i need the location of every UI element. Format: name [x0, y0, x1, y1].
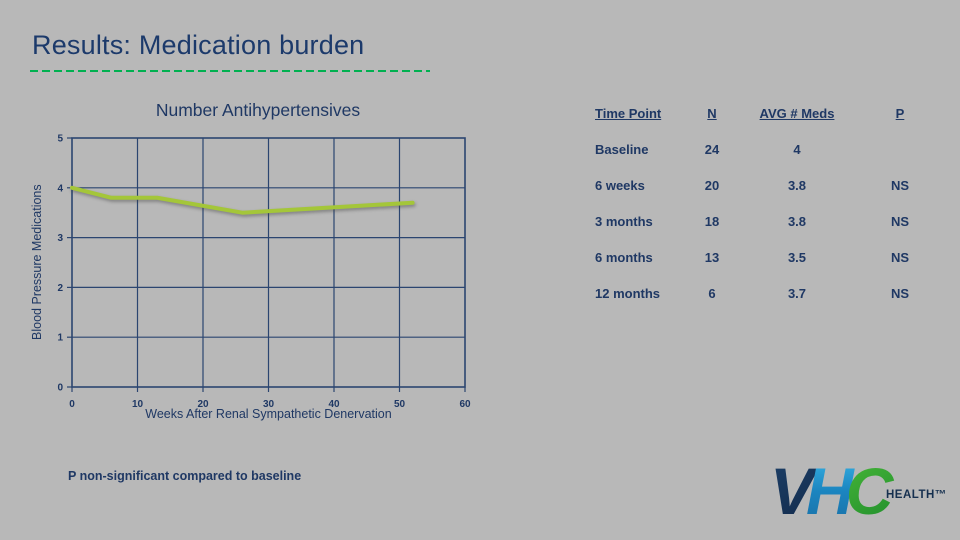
table-cell: NS [890, 178, 910, 193]
results-table: Time Point N AVG # Meds P Baseline 24 4 6 w… [595, 96, 950, 312]
title-underline-divider [30, 70, 430, 72]
logo-letters: VHC [770, 454, 895, 526]
table-cell: 3.5 [787, 250, 807, 265]
table-cell: Baseline [595, 142, 649, 157]
x-tick-label: 10 [132, 399, 144, 410]
table-cell: NS [890, 214, 910, 229]
column-header-n: N [707, 106, 717, 121]
table-cell: 18 [704, 214, 720, 229]
y-tick-label: 2 [57, 283, 63, 294]
chart-title: Number Antihypertensives [155, 100, 361, 120]
y-tick-label: 0 [57, 383, 63, 394]
x-tick-label: 0 [69, 399, 75, 410]
table-cell: 6 months [595, 250, 653, 265]
table-cell: 4 [793, 142, 801, 157]
table-cell: 3.8 [787, 178, 807, 193]
vhc-health-logo: VHC HEALTH™ [770, 454, 947, 526]
table-cell: 3 months [595, 214, 653, 229]
table-cell: NS [890, 250, 910, 265]
data-line-medications [70, 185, 415, 215]
table-cell [850, 132, 950, 168]
column-header-avg-meds: AVG # Meds [759, 106, 835, 121]
table-cell: 24 [704, 142, 720, 157]
x-tick-label: 20 [197, 399, 209, 410]
y-tick-label: 1 [57, 333, 63, 344]
plot-border [71, 137, 466, 388]
table-cell: 3.7 [787, 286, 807, 301]
logo-wordmark: HEALTH™ [886, 489, 947, 501]
x-tick-label: 40 [328, 399, 340, 410]
x-tick-label: 50 [394, 399, 406, 410]
table-cell: 13 [704, 250, 720, 265]
y-tick-label: 5 [57, 134, 63, 145]
y-tick-label: 3 [57, 233, 63, 244]
x-tick-label: 60 [459, 399, 471, 410]
x-axis-label: Weeks After Renal Sympathetic Denervatio… [145, 407, 392, 421]
table-cell: 6 weeks [595, 178, 645, 193]
page-title: Results: Medication burden [32, 30, 365, 60]
table-cell: 6 [708, 286, 716, 301]
y-axis-label: Blood Pressure Medications [30, 184, 44, 341]
table-cell: 3.8 [787, 214, 807, 229]
footnote: P non-significant compared to baseline [68, 469, 302, 483]
table-cell: NS [890, 286, 910, 301]
line-chart: 0 10 20 30 40 50 60 0 1 2 3 4 5 [57, 134, 471, 411]
column-header-time-point: Time Point [595, 106, 662, 121]
column-header-p: P [895, 106, 905, 121]
x-tick-label: 30 [263, 399, 275, 410]
table-cell: 20 [704, 178, 720, 193]
table-cell: 12 months [595, 286, 661, 301]
y-tick-label: 4 [57, 183, 63, 194]
